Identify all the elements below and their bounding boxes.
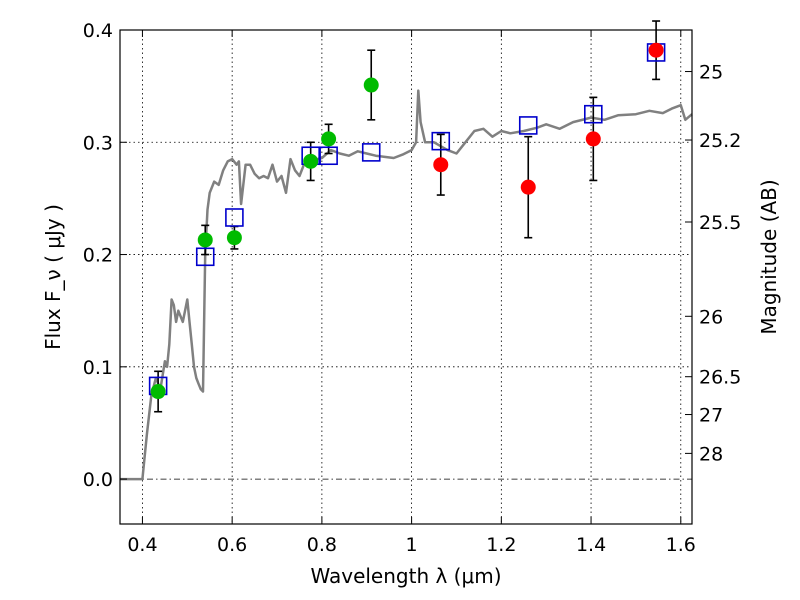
observed-point bbox=[321, 131, 337, 147]
model-square-point bbox=[225, 208, 244, 227]
x-tick-label: 0.6 bbox=[217, 534, 247, 556]
spectrum-line bbox=[120, 89, 693, 481]
y2-tick-label: 25.2 bbox=[699, 130, 741, 152]
y-tick-label: 0.2 bbox=[83, 245, 113, 267]
model-spectrum bbox=[120, 89, 693, 481]
x-tick-label: 0.4 bbox=[127, 534, 157, 556]
x-tick-label: 1 bbox=[406, 534, 418, 556]
axis-ticks bbox=[120, 29, 692, 524]
y-tick-label: 0.4 bbox=[83, 20, 113, 42]
y-tick-label: 0.0 bbox=[83, 469, 113, 491]
y2-tick-label: 28 bbox=[699, 443, 723, 465]
model-square-point bbox=[195, 247, 215, 267]
model-square-point bbox=[584, 104, 603, 124]
observed-point bbox=[648, 42, 664, 58]
plot-frame bbox=[119, 29, 693, 525]
x-tick-label: 1.2 bbox=[486, 534, 516, 556]
observed-point bbox=[520, 179, 536, 195]
observed-point bbox=[303, 153, 319, 169]
y-tick-label: 0.3 bbox=[83, 132, 113, 154]
y2-tick-label: 25 bbox=[699, 62, 723, 84]
y2-tick-label: 27 bbox=[699, 405, 723, 427]
y-axis-label: Flux F_ν ( μJy ) bbox=[41, 204, 65, 350]
observed-point bbox=[433, 157, 449, 173]
y2-tick-label: 26 bbox=[699, 306, 723, 328]
data-markers bbox=[148, 42, 666, 400]
y2-axis-label: Magnitude (AB) bbox=[757, 179, 781, 334]
x-tick-label: 0.8 bbox=[307, 534, 337, 556]
x-tick-label: 1.4 bbox=[576, 534, 606, 556]
y2-tick-label: 25.5 bbox=[699, 212, 741, 234]
model-square-point bbox=[518, 116, 538, 135]
tick-labels: 0.4 0.6 0.8 1 1.2 1.4 1.6 0.0 0.1 0.2 0.3 0.4 25 25.2… bbox=[83, 20, 742, 556]
x-axis-label: Wavelength λ (μm) bbox=[310, 564, 501, 588]
y2-tick-label: 26.5 bbox=[699, 367, 741, 389]
observed-point bbox=[226, 230, 242, 246]
observed-point bbox=[363, 77, 379, 93]
model-square-point bbox=[431, 131, 451, 151]
observed-point bbox=[197, 232, 213, 248]
observed-point bbox=[150, 384, 166, 400]
x-tick-label: 1.6 bbox=[666, 534, 696, 556]
error-bars bbox=[154, 20, 661, 413]
model-square-point bbox=[361, 143, 381, 162]
observed-point bbox=[585, 131, 601, 147]
y-tick-label: 0.1 bbox=[83, 357, 113, 379]
model-square-point bbox=[319, 146, 338, 166]
